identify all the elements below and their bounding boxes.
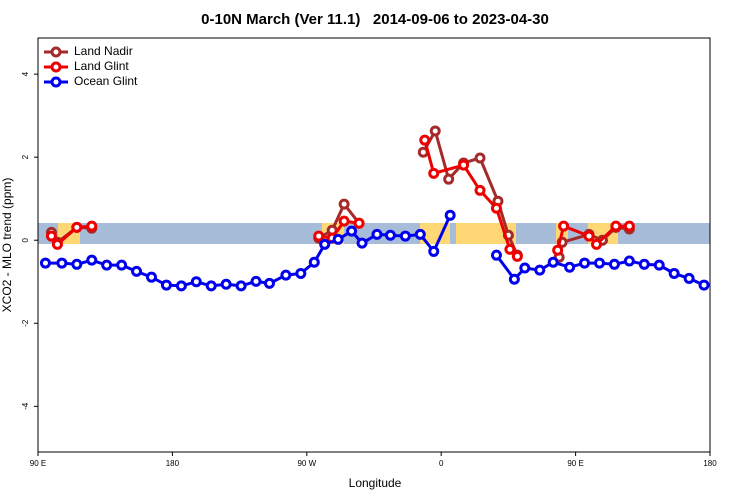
point <box>428 245 440 257</box>
y-tick-label: -4 <box>21 402 30 410</box>
point <box>490 249 502 261</box>
point <box>668 267 680 279</box>
point <box>558 220 570 232</box>
point <box>175 280 187 292</box>
point <box>414 228 426 240</box>
point <box>145 271 157 283</box>
point <box>608 258 620 270</box>
point <box>623 255 635 267</box>
point <box>220 278 232 290</box>
point <box>101 259 113 271</box>
point <box>308 256 320 268</box>
point <box>511 250 523 262</box>
point <box>51 238 63 250</box>
point <box>338 198 350 210</box>
x-tick-label: 90 E <box>567 459 583 468</box>
point <box>39 257 51 269</box>
point <box>444 209 456 221</box>
chart-title: 0-10N March (Ver 11.1) 2014-09-06 to 202… <box>201 11 549 28</box>
point <box>313 230 325 242</box>
point <box>623 220 635 232</box>
x-tick-label: 0 <box>439 459 444 468</box>
x-tick-label: 90 E <box>30 459 46 468</box>
point <box>205 280 217 292</box>
legend-marker <box>50 61 62 73</box>
point <box>683 272 695 284</box>
point <box>356 237 368 249</box>
y-tick-label: 4 <box>21 71 30 76</box>
point <box>86 254 98 266</box>
point <box>474 152 486 164</box>
point <box>160 279 172 291</box>
point <box>295 267 307 279</box>
point <box>519 262 531 274</box>
point <box>71 221 83 233</box>
y-tick-label: 2 <box>21 154 30 159</box>
point <box>319 238 331 250</box>
land-band <box>456 223 516 244</box>
x-axis-label: Longitude <box>349 476 402 490</box>
series-line <box>421 127 519 256</box>
point <box>428 167 440 179</box>
point <box>56 257 68 269</box>
point <box>547 256 559 268</box>
point <box>332 233 344 245</box>
point <box>579 257 591 269</box>
point <box>419 134 431 146</box>
point <box>45 230 57 242</box>
point <box>593 257 605 269</box>
point <box>346 225 358 237</box>
point <box>583 230 595 242</box>
legend-label: Ocean Glint <box>74 74 138 88</box>
legend-marker <box>50 76 62 88</box>
point <box>653 259 665 271</box>
point <box>504 243 516 255</box>
point <box>353 217 365 229</box>
point <box>490 202 502 214</box>
point <box>190 276 202 288</box>
point <box>564 261 576 273</box>
x-tick-label: 180 <box>166 459 180 468</box>
point <box>280 269 292 281</box>
point <box>71 258 83 270</box>
point <box>338 215 350 227</box>
point <box>371 228 383 240</box>
point <box>610 220 622 232</box>
point <box>429 125 441 137</box>
point <box>384 229 396 241</box>
point <box>458 159 470 171</box>
point <box>443 173 455 185</box>
legend-label: Land Glint <box>74 59 129 73</box>
point <box>534 264 546 276</box>
point <box>131 265 143 277</box>
point <box>235 280 247 292</box>
land-band <box>420 223 450 244</box>
y-tick-label: 0 <box>21 237 30 242</box>
x-tick-label: 90 W <box>297 459 316 468</box>
plot-frame <box>37 37 711 453</box>
point <box>116 259 128 271</box>
series-line <box>317 201 361 240</box>
point <box>698 279 710 291</box>
legend-label: Land Nadir <box>74 44 133 58</box>
point <box>399 230 411 242</box>
legend-marker <box>50 46 62 58</box>
point <box>638 258 650 270</box>
point <box>508 273 520 285</box>
point <box>591 238 603 250</box>
y-axis-label: XCO2 - MLO trend (ppm) <box>0 178 14 313</box>
series-line <box>318 219 360 240</box>
point <box>250 275 262 287</box>
x-tick-label: 180 <box>703 459 717 468</box>
y-tick-label: -2 <box>21 319 30 327</box>
point <box>86 220 98 232</box>
point <box>263 277 275 289</box>
point <box>552 244 564 256</box>
point <box>474 184 486 196</box>
